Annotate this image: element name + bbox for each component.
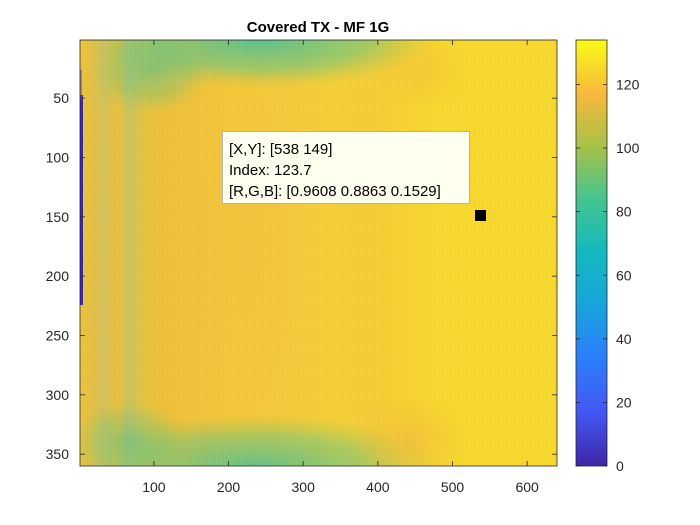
colorbar-frame xyxy=(575,39,608,467)
datatip-rgb: [R,G,B]: [0.9608 0.8863 0.1529] xyxy=(229,183,441,200)
colorbar-tick-label: 120 xyxy=(616,77,640,93)
colorbar xyxy=(576,40,607,466)
plot-frame xyxy=(79,39,558,467)
x-tick-label: 600 xyxy=(515,479,539,495)
datatip[interactable]: [X,Y]: [538 149] Index: 123.7 [R,G,B]: [… xyxy=(222,131,470,204)
x-axis: 100 200 300 400 500 600 xyxy=(142,40,539,495)
y-tick-label: 50 xyxy=(53,90,69,106)
x-tick-label: 100 xyxy=(142,479,166,495)
y-tick-label: 150 xyxy=(46,209,70,225)
datatip-index: Index: 123.7 xyxy=(229,162,312,179)
datatip-xy: [X,Y]: [538 149] xyxy=(229,141,333,158)
x-tick-label: 300 xyxy=(292,479,316,495)
y-tick-label: 300 xyxy=(46,387,70,403)
colorbar-tick-label: 100 xyxy=(616,140,640,156)
chart-title: Covered TX - MF 1G xyxy=(247,19,390,36)
heatmap-image xyxy=(80,40,557,466)
x-tick-label: 400 xyxy=(366,479,390,495)
datatip-marker[interactable] xyxy=(475,210,487,222)
colorbar-tick-label: 60 xyxy=(616,267,632,283)
colorbar-tick-label: 80 xyxy=(616,204,632,220)
y-tick-label: 100 xyxy=(46,149,70,165)
y-tick-label: 350 xyxy=(46,446,70,462)
y-tick-label: 250 xyxy=(46,327,70,343)
y-axis: 50 100 150 200 250 300 350 xyxy=(46,90,557,462)
colorbar-tick-label: 40 xyxy=(616,331,632,347)
x-tick-label: 200 xyxy=(217,479,241,495)
x-tick-label: 500 xyxy=(441,479,465,495)
colorbar-tick-label: 20 xyxy=(616,394,632,410)
y-tick-label: 200 xyxy=(46,268,70,284)
colorbar-tick-label: 0 xyxy=(616,458,624,474)
colorbar-axis: 0 20 40 60 80 100 120 xyxy=(576,77,640,474)
